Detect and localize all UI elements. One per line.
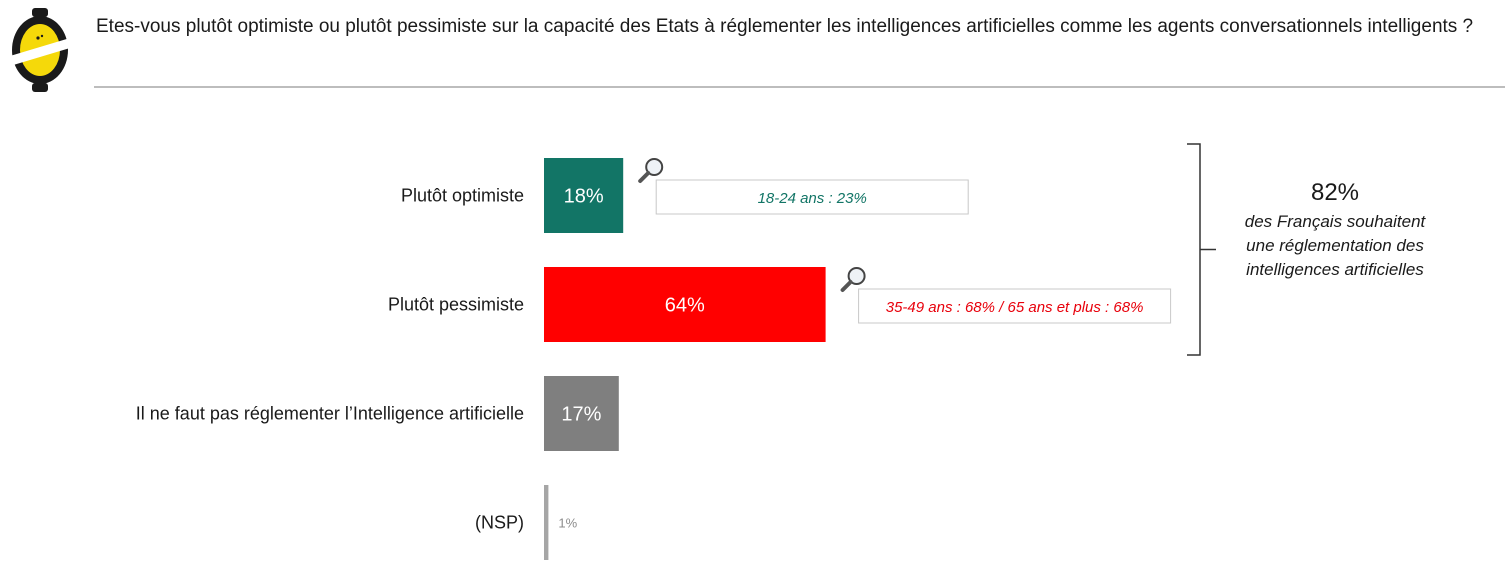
summary-bracket	[1187, 143, 1216, 356]
category-label: Il ne faut pas réglementer l’Intelligenc…	[136, 404, 524, 424]
bar-value-label: 18%	[564, 186, 604, 208]
bar	[544, 485, 549, 560]
bar-value-label: 1%	[558, 516, 577, 531]
category-label: Plutôt pessimiste	[388, 295, 524, 315]
callout-box	[858, 288, 1172, 324]
callout-box	[655, 179, 969, 215]
callouts-layer: 18-24 ans : 23% 35-49 ans : 68% / 65 ans …	[638, 158, 1172, 324]
lemon-logo-icon	[10, 8, 70, 92]
question-title: Etes-vous plutôt optimiste ou plutôt pes…	[96, 16, 1474, 37]
bar	[544, 158, 624, 233]
callout-text: 35-49 ans : 68% / 65 ans et plus : 68%	[886, 299, 1144, 316]
magnifier-icon	[638, 158, 664, 183]
bars-layer: Plutôt optimiste 18% Plutôt pessimiste 64% I…	[136, 158, 826, 560]
magnifier-icon	[840, 267, 866, 292]
summary-layer: 82% des Français souhaitent une réglementa…	[1187, 143, 1427, 356]
summary-line: des Français souhaitent	[1245, 212, 1427, 231]
bar	[544, 267, 826, 342]
summary-line: une réglementation des	[1246, 236, 1424, 255]
summary-value: 82%	[1311, 179, 1359, 206]
summary-line: intelligences artificielles	[1246, 260, 1424, 279]
callout-text: 18-24 ans : 23%	[758, 190, 867, 207]
category-label: (NSP)	[475, 513, 524, 533]
bar-value-label: 64%	[665, 295, 705, 317]
category-label: Plutôt optimiste	[401, 186, 524, 206]
bar-value-label: 17%	[561, 404, 601, 426]
title-divider	[94, 86, 1505, 88]
bar	[544, 376, 619, 451]
